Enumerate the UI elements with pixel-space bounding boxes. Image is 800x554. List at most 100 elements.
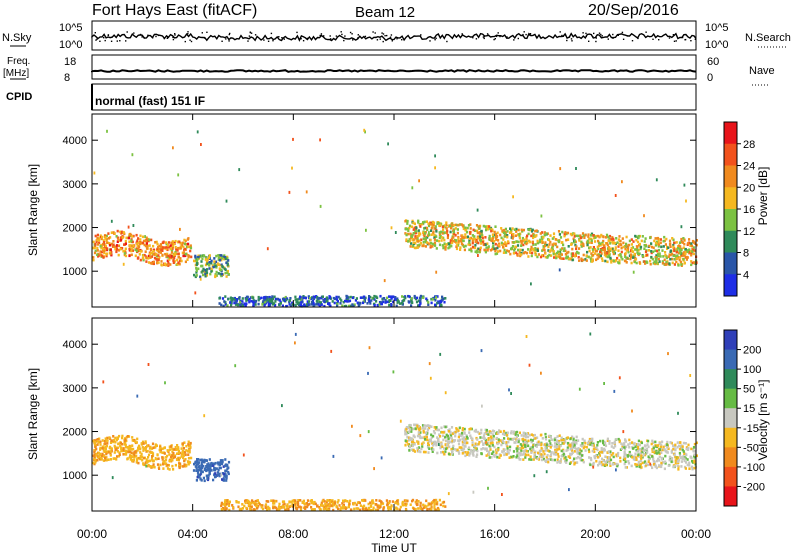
range-gate-cell (163, 452, 166, 455)
range-gate-cell (235, 301, 238, 304)
range-gate-cell (570, 449, 574, 452)
range-gate-cell (260, 296, 263, 300)
range-gate-cell (486, 441, 490, 444)
range-gate-cell (417, 229, 420, 232)
range-gate-cell (436, 295, 439, 298)
range-gate-cell (575, 234, 578, 238)
range-gate-cell (183, 242, 187, 246)
range-gate-cell (156, 249, 160, 252)
range-gate-cell (341, 505, 344, 508)
nsearch-point (281, 37, 283, 39)
range-gate-cell (104, 446, 107, 449)
range-gate-cell (588, 437, 591, 441)
nsearch-point (126, 31, 128, 33)
range-gate-cell (527, 439, 530, 443)
range-gate-cell (502, 231, 505, 235)
range-gate-cell (390, 504, 393, 507)
range-gate-cell (430, 233, 433, 236)
range-gate-cell (643, 260, 646, 263)
range-gate-cell (420, 447, 423, 451)
range-gate-cell (473, 235, 476, 238)
range-gate-cell (201, 254, 204, 258)
range-gate-cell (220, 462, 224, 466)
range-gate-cell (103, 440, 106, 443)
range-gate-cell (444, 425, 447, 429)
range-gate-cell (526, 234, 529, 238)
range-gate-cell (647, 445, 650, 449)
range-gate-cell (137, 241, 140, 245)
range-gate-cell (651, 439, 654, 443)
range-gate-cell (213, 263, 216, 266)
range-gate-cell (491, 237, 495, 240)
range-gate-cell (263, 300, 267, 304)
range-gate-cell (188, 254, 191, 258)
range-gate-cell (151, 465, 154, 468)
range-gate-cell (151, 442, 155, 446)
range-gate-cell (227, 472, 230, 476)
range-gate-cell (430, 433, 433, 437)
range-gate-cell (681, 457, 684, 461)
range-gate-cell (262, 300, 265, 303)
range-gate-cell (602, 459, 605, 463)
range-gate-cell (193, 259, 196, 263)
range-gate-cell (655, 466, 658, 470)
range-gate-cell (164, 381, 166, 385)
range-gate-cell (106, 241, 109, 244)
range-gate-cell (682, 441, 685, 445)
range-gate-cell (554, 451, 558, 455)
range-gate-cell (166, 252, 169, 256)
range-gate-cell (124, 449, 127, 453)
range-gate-cell (99, 443, 102, 446)
range-gate-cell (652, 262, 655, 265)
range-gate-cell (480, 440, 483, 443)
nsearch-point (300, 38, 302, 40)
range-gate-cell (563, 247, 566, 250)
range-gate-cell (672, 444, 675, 448)
range-gate-cell (515, 435, 518, 438)
range-gate-cell (496, 250, 500, 253)
range-gate-cell (447, 440, 450, 443)
range-gate-cell (644, 445, 647, 448)
range-gate-cell (431, 450, 434, 453)
range-gate-cell (464, 451, 467, 454)
range-gate-cell (405, 508, 408, 512)
range-gate-cell (451, 439, 454, 443)
range-gate-cell (407, 438, 410, 442)
range-gate-cell (403, 295, 406, 299)
y-tick-label: 1000 (63, 470, 87, 482)
range-gate-cell (644, 244, 647, 248)
range-gate-cell (590, 232, 594, 236)
range-gate-cell (427, 443, 430, 447)
range-gate-cell (543, 248, 546, 252)
range-gate-cell (214, 260, 218, 264)
range-gate-cell (375, 503, 378, 506)
range-gate-cell (692, 261, 696, 264)
nsearch-point (652, 38, 654, 40)
range-gate-cell (566, 446, 569, 450)
range-gate-cell (681, 456, 684, 459)
range-gate-cell (302, 499, 305, 503)
range-gate-cell (230, 300, 233, 304)
range-gate-cell (185, 464, 188, 468)
range-gate-cell (502, 441, 505, 444)
range-gate-cell (148, 447, 152, 450)
range-gate-cell (570, 442, 573, 445)
range-gate-cell (550, 452, 553, 455)
range-gate-cell (327, 503, 330, 506)
range-gate-cell (634, 463, 637, 466)
range-gate-cell (141, 440, 145, 444)
range-gate-cell (495, 436, 499, 440)
range-gate-cell (437, 443, 440, 446)
range-gate-cell (461, 224, 464, 227)
range-gate-cell (194, 254, 197, 258)
range-gate-cell (120, 236, 123, 240)
range-gate-cell (152, 446, 155, 449)
range-gate-cell (410, 225, 413, 229)
range-gate-cell (109, 458, 112, 461)
range-gate-cell (496, 442, 499, 446)
range-gate-cell (614, 248, 617, 251)
nsearch-point (566, 39, 568, 42)
range-gate-cell (554, 448, 557, 452)
range-gate-cell (623, 444, 626, 447)
range-gate-cell (624, 453, 627, 456)
